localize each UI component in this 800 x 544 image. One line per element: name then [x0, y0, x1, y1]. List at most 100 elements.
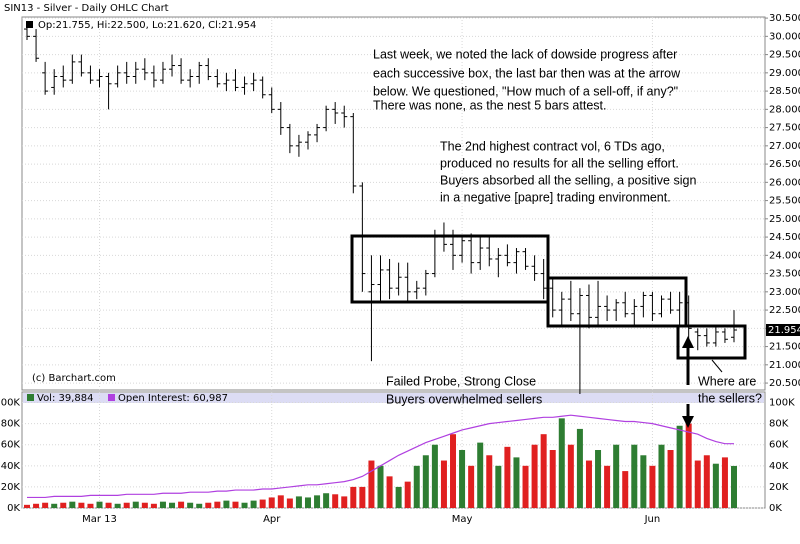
volume-bar	[712, 463, 719, 508]
x-tick-label: Mar 13	[82, 514, 117, 525]
box	[676, 324, 747, 360]
y-tick-label: 30.000	[769, 31, 800, 42]
volume-bar	[522, 465, 529, 508]
volume-bar	[250, 500, 257, 508]
y2-tick-label: 20K	[769, 482, 789, 493]
y2-tick-label: 100K	[769, 398, 795, 409]
volume-panel	[21, 391, 766, 509]
annotation: each successive box, the last bar then w…	[373, 66, 681, 80]
volume-bar	[631, 444, 638, 508]
volume-bar	[658, 444, 665, 508]
volume-legend-swatch	[27, 394, 34, 401]
volume-bar	[567, 444, 574, 508]
volume-bar	[504, 446, 511, 508]
volume-bar	[604, 465, 611, 508]
volume-bar	[214, 501, 221, 508]
volume-bar	[277, 495, 284, 508]
annotation: Where are	[698, 374, 756, 388]
y-tick-label: 21.500	[769, 342, 800, 353]
volume-bar	[96, 501, 103, 508]
volume-bar	[105, 502, 112, 508]
last-price-label: 21.954	[768, 325, 800, 336]
oi-legend-swatch	[108, 394, 115, 401]
volume-bar	[359, 486, 366, 508]
y-tick-label: 28.000	[769, 104, 800, 115]
y-tick-label: 22.500	[769, 305, 800, 316]
volume-bar	[377, 465, 384, 508]
volume-bar	[332, 494, 339, 508]
volume-bar	[413, 465, 420, 508]
y2-tick-label-left: 20K	[1, 482, 21, 493]
annotation: produced no results for all the selling …	[440, 156, 679, 170]
y2-tick-label-left: 80K	[1, 419, 21, 430]
y-tick-label: 29.500	[769, 50, 800, 61]
volume-bar	[622, 471, 629, 508]
volume-bar	[703, 455, 710, 508]
volume-bar	[42, 502, 49, 508]
volume-bar	[268, 497, 275, 508]
volume-bar	[350, 486, 357, 508]
volume-bar	[585, 460, 592, 508]
volume-bar	[640, 455, 647, 508]
volume-bar	[368, 460, 375, 508]
volume-bar	[178, 501, 185, 508]
x-tick-label: Jun	[644, 514, 661, 525]
volume-bar	[187, 502, 194, 508]
y2-tick-label-left: 0K	[7, 503, 20, 514]
y2-tick-label-left: 100K	[0, 398, 20, 409]
annotation: in a negative [papre] trading environmen…	[440, 190, 671, 204]
volume-bar	[531, 444, 538, 508]
y-tick-label: 24.000	[769, 250, 800, 261]
volume-bar	[440, 460, 447, 508]
volume-bar	[558, 418, 565, 508]
volume-bar	[169, 502, 176, 508]
volume-bar	[87, 503, 94, 508]
y-tick-label: 25.500	[769, 196, 800, 207]
volume-bar	[676, 425, 683, 508]
x-tick-label: Apr	[263, 514, 281, 525]
annotation: below. We questioned, "How much of a sel…	[373, 84, 678, 98]
volume-bar	[694, 460, 701, 508]
box	[546, 276, 688, 328]
arrow-head	[682, 416, 694, 428]
arrow-head	[682, 336, 694, 348]
annotation: Buyers absorbed all the selling, a posit…	[440, 173, 696, 187]
oi-legend: Open Interest: 60,987	[118, 393, 228, 404]
volume-bar	[304, 497, 311, 508]
volume-bar	[205, 502, 212, 508]
y2-tick-label: 0K	[769, 503, 782, 514]
annotation: The 2nd highest contract vol, 6 TDs ago,	[440, 139, 665, 153]
volume-bar	[114, 503, 121, 508]
volume-bar	[141, 502, 148, 508]
annotation: Last week, we noted the lack of dowside …	[373, 47, 677, 61]
volume-bar	[540, 434, 547, 508]
volume-bar	[513, 457, 520, 508]
volume-bar	[196, 503, 203, 508]
y-tick-label: 26.000	[769, 177, 800, 188]
volume-bar	[295, 496, 302, 508]
volume-bar	[721, 457, 728, 508]
volume-bar	[731, 465, 737, 508]
pointer-line	[711, 359, 723, 373]
annotation: Failed Probe, Strong Close	[386, 374, 536, 388]
volume-bar	[51, 503, 58, 508]
annotation-shapes	[350, 234, 747, 428]
volume-bar	[576, 428, 583, 508]
last-price-tag	[766, 323, 800, 336]
info-marker	[26, 21, 33, 28]
volume-bar	[323, 493, 330, 508]
volume-bar	[404, 481, 411, 508]
y-tick-label: 26.500	[769, 159, 800, 170]
y-tick-label: 24.500	[769, 232, 800, 243]
volume-bar	[341, 496, 348, 508]
annotation: Buyers overwhelmed sellers	[386, 392, 542, 406]
y-tick-label: 20.500	[769, 378, 800, 389]
volume-bar	[232, 501, 239, 508]
price-panel	[21, 16, 766, 391]
volume-bar	[69, 501, 76, 508]
credit: (c) Barchart.com	[32, 373, 116, 384]
y2-tick-label: 60K	[769, 440, 789, 451]
volume-bar	[595, 450, 602, 508]
volume-bar	[649, 465, 656, 508]
